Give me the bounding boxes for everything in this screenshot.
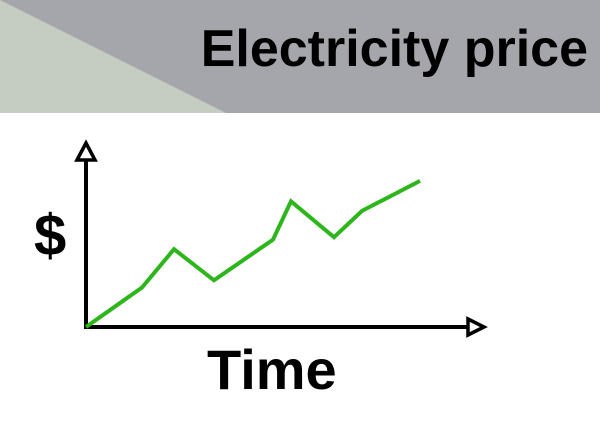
x-axis-label: Time — [207, 338, 337, 401]
x-axis-arrow — [466, 316, 488, 338]
banner-background — [0, 0, 600, 113]
chart-axes — [74, 139, 488, 338]
page-title: Electricity price — [200, 20, 588, 78]
price-series-line — [84, 179, 421, 329]
banner-accent-triangle — [0, 0, 226, 113]
price-chart — [74, 139, 488, 338]
chart-series — [84, 179, 421, 329]
y-axis-arrow — [74, 139, 98, 162]
y-axis-label: $ — [34, 203, 67, 268]
title-banner: Electricity price — [0, 0, 600, 113]
